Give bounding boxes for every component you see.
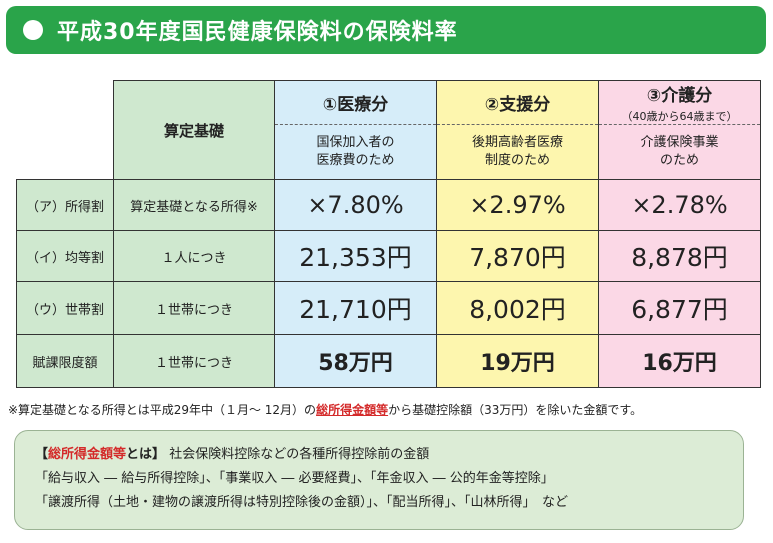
description-line: のため [659,153,699,168]
column-header-care: ③介護分 （40歳から64歳まで） [598,80,761,125]
column-header-support: ②支援分 [436,80,599,125]
footnote-text: から基礎控除額（33万円）を除いた金額です。 [388,403,643,417]
row-label: （ウ）世帯割 [16,281,114,335]
description-line: 後期高齢者医療 [471,135,563,150]
cell-medical: 58万円 [274,334,437,388]
cell-medical: 21,710円 [274,281,437,335]
cell-support: 8,002円 [436,281,599,335]
row-label: 賦課限度額 [16,334,114,388]
definition-line: 「譲渡所得（土地・建物の譲渡所得は特別控除後の金額）」、「配当所得」、「山林所得… [35,495,569,510]
column-description-care: 介護保険事業 のため [598,124,761,180]
row-basis: １世帯につき [113,281,275,335]
empty-corner [16,80,114,180]
column-header-medical: ①医療分 [274,80,437,125]
description-line: 国保加入者の [316,135,395,150]
cell-support: ×2.97% [436,179,599,231]
row-basis: 算定基礎となる所得※ [113,179,275,231]
cell-medical: ×7.80% [274,179,437,231]
table-row-per-capita: （イ）均等割 １人につき 21,353円 7,870円 8,878円 [16,230,761,282]
footnote-emphasis: 総所得金額等 [316,403,389,417]
footnote: ※算定基礎となる所得とは平成29年中（１月～ 12月）の総所得金額等から基礎控除… [8,401,773,418]
definition-line: 「給与収入 ― 給与所得控除」、「事業収入 ― 必要経費」、「年金収入 ― 公的… [35,471,554,486]
column-description-support: 後期高齢者医療 制度のため [436,124,599,180]
bullet-icon [23,20,43,40]
page-header: 平成30年度国民健康保険料の保険料率 [6,6,766,54]
definition-line: 【総所得金額等とは】 社会保険料控除などの各種所得控除前の金額 [35,443,727,467]
definition-term-suffix: とは】 [126,447,166,462]
footnote-text: ※算定基礎となる所得とは平成29年中（１月～ 12月）の [8,403,317,417]
row-label: （イ）均等割 [16,230,114,282]
cell-medical: 21,353円 [274,230,437,282]
row-basis: １人につき [113,230,275,282]
column-title: ①医療分 [322,95,389,115]
description-line: 医療費のため [316,153,395,168]
cell-support: 19万円 [436,334,599,388]
cell-care: ×2.78% [598,179,761,231]
table-row-per-household: （ウ）世帯割 １世帯につき 21,710円 8,002円 6,877円 [16,281,761,335]
table-row-income-rate: （ア）所得割 算定基礎となる所得※ ×7.80% ×2.97% ×2.78% [16,179,761,231]
cell-care: 8,878円 [598,230,761,282]
cell-support: 7,870円 [436,230,599,282]
column-subtitle: （40歳から64歳まで） [621,110,738,123]
definition-text: 社会保険料控除などの各種所得控除前の金額 [169,447,430,462]
page-title: 平成30年度国民健康保険料の保険料率 [57,20,458,45]
row-label: （ア）所得割 [16,179,114,231]
bracket-open: 【 [35,447,49,462]
row-basis: １世帯につき [113,334,275,388]
description-line: 制度のため [484,153,550,168]
definition-term: 総所得金額等 [48,447,127,462]
cell-care: 6,877円 [598,281,761,335]
description-line: 介護保険事業 [640,135,719,150]
column-description-medical: 国保加入者の 医療費のため [274,124,437,180]
column-title: ②支援分 [484,95,551,115]
definition-box: 【総所得金額等とは】 社会保険料控除などの各種所得控除前の金額 「給与収入 ― … [14,430,744,530]
column-title: ③介護分 [646,86,713,106]
cell-care: 16万円 [598,334,761,388]
basis-header: 算定基礎 [113,80,275,180]
table-row-assessment-limit: 賦課限度額 １世帯につき 58万円 19万円 16万円 [16,334,761,388]
rate-table: 算定基礎 ①医療分 ②支援分 ③介護分 （40歳から64歳まで） 国保加入者の … [16,80,761,388]
